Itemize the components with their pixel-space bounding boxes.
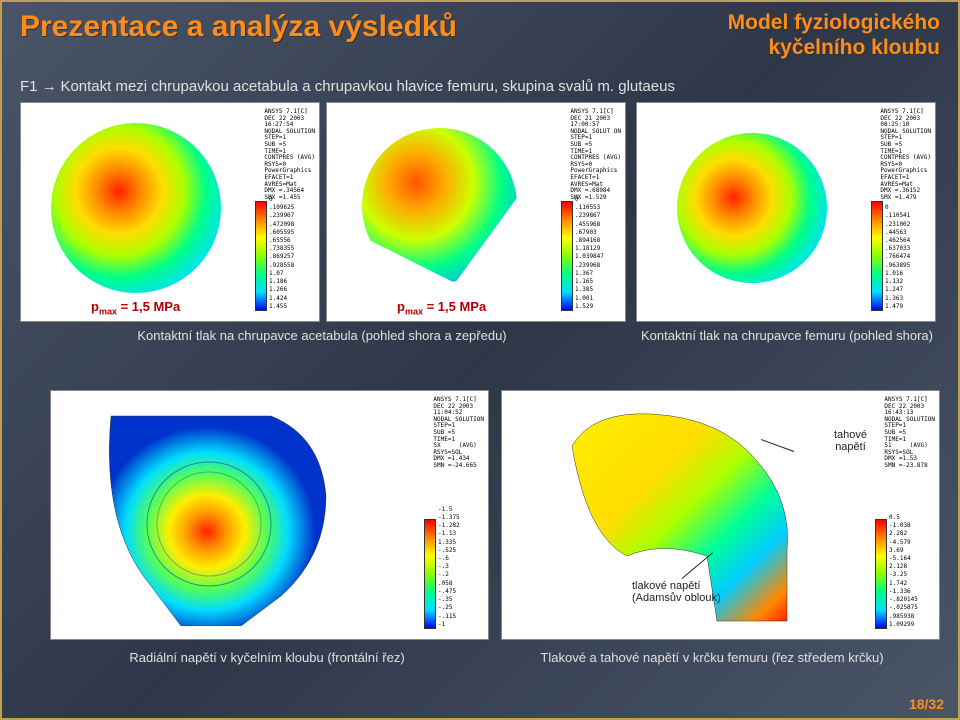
figure-row-top: ANSYS 7.1[C] DEC 22 2003 16:27:54 NODAL … <box>20 102 940 342</box>
colorbar-icon <box>561 201 573 311</box>
pmax-label-2: pmax = 1,5 MPa <box>397 299 486 317</box>
annotation-tensile: tahové napětí <box>834 429 867 453</box>
scenario-text: Kontakt mezi chrupavkou acetabula a chru… <box>60 78 675 95</box>
pmax-sub: max <box>99 307 117 317</box>
figure-row-bottom: ANSYS 7.1[C] DEC 22 2003 11:04:52 NODAL … <box>20 390 940 650</box>
caption-top-right: Kontaktní tlak na chrupavce femuru (pohl… <box>637 328 937 343</box>
pmax-val: = 1,5 MPa <box>117 299 180 314</box>
contour-sphere-acetabula-top <box>51 123 221 293</box>
colorbar-icon <box>871 201 883 311</box>
ansys-legend-header: ANSYS 7.1[C] DEC 21 2003 17:00:57 NODAL … <box>570 109 621 201</box>
pmax-sym: p <box>397 299 405 314</box>
arrow-icon: → <box>42 79 61 95</box>
panel-acetabula-front: ANSYS 7.1[C] DEC 21 2003 17:00:57 NODAL … <box>326 102 626 322</box>
annotation-compressive: tlakové napětí (Adamsův oblouk) <box>632 580 721 604</box>
colorbar-values: -1.5 -1.375 -1.282 -1.13 1.335 -.525 -.6… <box>438 506 484 629</box>
colorbar-values: 0 .109625 .239967 .472098 .605595 .65556… <box>269 196 315 311</box>
contour-sphere-femur <box>660 116 844 300</box>
pmax-val: = 1,5 MPa <box>423 299 486 314</box>
contour-hemisphere-acetabula-front <box>362 128 517 283</box>
panel-radial-stress: ANSYS 7.1[C] DEC 22 2003 11:04:52 NODAL … <box>50 390 489 640</box>
colorbar-icon <box>875 519 887 629</box>
model-subtitle: Model fyziologického kyčelního kloubu <box>728 10 940 60</box>
caption-top-left: Kontaktní tlak na chrupavce acetabula (p… <box>42 328 602 343</box>
colorbar-values: 0 .110541 .231002 .44563 .462564 .637033… <box>885 204 931 311</box>
page-number: 18/32 <box>909 696 944 712</box>
caption-bottom-right: Tlakové a tahové napětí v krčku femuru (… <box>497 650 927 665</box>
panel-neck-stress: tahové napětí tlakové napětí (Adamsův ob… <box>501 390 940 640</box>
ansys-legend-header: ANSYS 7.1[C] DEC 22 2003 11:04:52 NODAL … <box>433 397 484 470</box>
subtitle-line2: kyčelního kloubu <box>768 36 940 59</box>
page-title: Prezentace a analýza výsledků <box>20 10 457 44</box>
scenario-description: F1 → Kontakt mezi chrupavkou acetabula a… <box>20 78 675 96</box>
colorbar-values: 0 .110553 .239867 .455968 .67903 .894168… <box>575 196 621 311</box>
contour-hip-frontal <box>91 406 371 626</box>
scenario-prefix: F1 <box>20 78 38 95</box>
panel-acetabula-top: ANSYS 7.1[C] DEC 22 2003 16:27:54 NODAL … <box>20 102 320 322</box>
pmax-label-1: pmax = 1,5 MPa <box>91 299 180 317</box>
caption-bottom-left: Radiální napětí v kyčelním kloubu (front… <box>52 650 482 665</box>
ansys-legend-header: ANSYS 7.1[C] DEC 22 2003 08:25:10 NODAL … <box>880 109 931 201</box>
colorbar-icon <box>255 201 267 311</box>
subtitle-line1: Model fyziologického <box>728 11 940 34</box>
panel-femur-top: ANSYS 7.1[C] DEC 22 2003 08:25:10 NODAL … <box>636 102 936 322</box>
pmax-sub: max <box>405 307 423 317</box>
ansys-legend-header: ANSYS 7.1[C] DEC 22 2003 16:27:54 NODAL … <box>264 109 315 201</box>
colorbar-icon <box>424 519 436 629</box>
colorbar-values: 0.5 -1.038 2.282 -4.579 3.69 -5.164 2.12… <box>889 514 935 629</box>
ansys-legend-header: ANSYS 7.1[C] DEC 22 2003 16:43:13 NODAL … <box>884 397 935 470</box>
pmax-sym: p <box>91 299 99 314</box>
